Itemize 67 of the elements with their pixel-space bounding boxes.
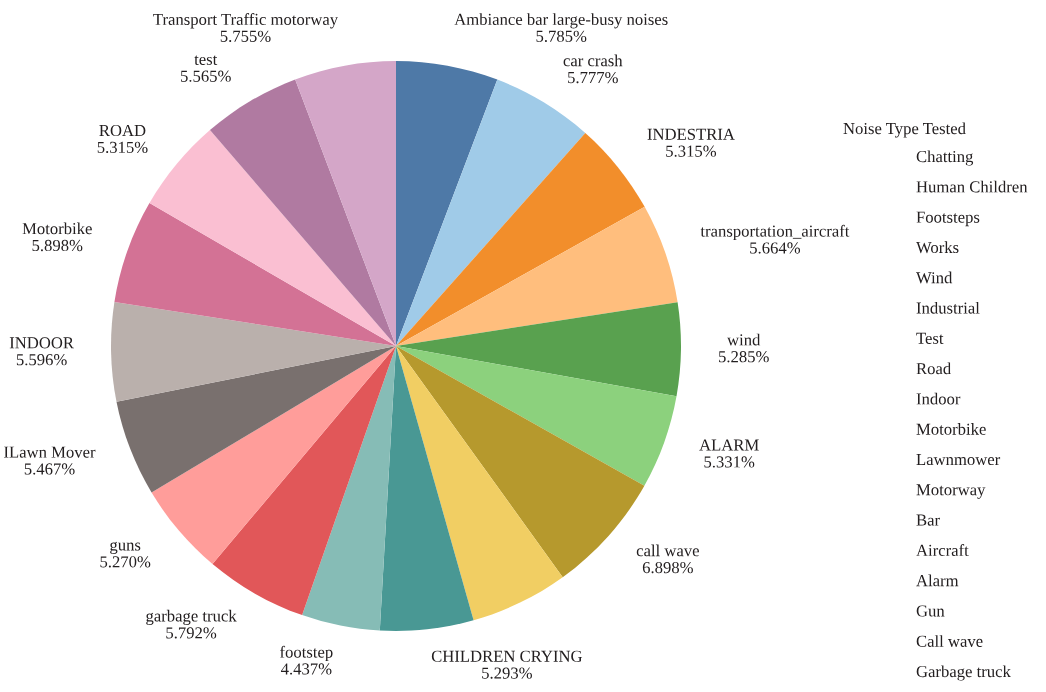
text: Human Children	[916, 180, 1028, 193]
slice-label: ALARM	[699, 439, 759, 451]
data-label: 5.315%	[666, 145, 717, 157]
text: Indoor	[916, 392, 961, 405]
text: Garbage truck	[916, 665, 1011, 681]
slice-label: CHILDREN CRYING	[431, 650, 583, 662]
text: Industrial	[916, 301, 980, 314]
pie-slice	[114, 203, 396, 346]
pie-slice	[379, 346, 474, 631]
data-label: 5.315%	[97, 141, 148, 154]
slice-label: test	[194, 55, 218, 65]
data-label: 5.293%	[482, 667, 532, 679]
slice-label: guns	[110, 541, 141, 554]
data-label: 5.285%	[719, 351, 769, 363]
slice-label: transportation_aircraft	[700, 224, 850, 241]
slice-label: garbage truck	[146, 609, 237, 626]
text: Aircraft	[916, 544, 969, 556]
pie-slice	[111, 302, 396, 402]
pie-slice	[116, 346, 396, 493]
pie-slice	[396, 132, 645, 346]
data-label: 5.565%	[181, 70, 231, 82]
slice-label: wind	[727, 333, 761, 346]
slice-label: ILawn Mover	[4, 446, 96, 458]
data-label: 5.467%	[24, 463, 75, 475]
slice-label: ROAD	[99, 124, 146, 137]
slice-label: car crash	[563, 54, 623, 67]
slice-label: Ambiance bar large-busy noises	[454, 13, 668, 29]
data-label: 5.270%	[100, 556, 151, 568]
pie-slice	[149, 130, 396, 346]
slice-label: INDOOR	[9, 337, 74, 349]
data-label: 5.785%	[536, 30, 587, 42]
slice-label: call wave	[636, 544, 699, 557]
data-label: 5.898%	[32, 239, 83, 252]
text: Road	[916, 362, 951, 375]
text: Gun	[916, 605, 945, 617]
pie-slice	[396, 206, 678, 346]
pie-slice	[295, 61, 396, 346]
data-label: 5.777%	[568, 71, 618, 84]
text: Lawnmower	[916, 454, 1001, 466]
text: Wind	[916, 271, 953, 284]
text: Footsteps	[916, 211, 980, 227]
data-label: 5.596%	[16, 354, 67, 366]
pie-slice	[396, 346, 677, 486]
slice-label: footstep	[280, 645, 333, 662]
text: Motorway	[916, 484, 986, 499]
pie-slice	[396, 346, 563, 621]
text: Works	[916, 241, 959, 254]
slice-label: INDESTRIA	[647, 128, 735, 140]
pie-slice	[151, 346, 396, 565]
data-label: 5.792%	[166, 627, 217, 639]
text: Motorbike	[916, 423, 986, 435]
data-label: 5.664%	[750, 242, 801, 254]
text: Chatting	[916, 150, 974, 166]
data-label: 6.898%	[642, 561, 693, 574]
text: Call wave	[916, 635, 983, 647]
data-label: 5.755%	[220, 30, 271, 42]
pie-slice	[396, 61, 498, 346]
slice-label: Transport Traffic motorway	[153, 13, 339, 29]
data-label: 5.331%	[704, 456, 755, 468]
pie-slice	[302, 346, 396, 631]
slice-label: Motorbike	[22, 222, 92, 235]
legend-title: Noise Type Tested	[843, 122, 966, 138]
pie-slice	[396, 302, 681, 397]
text: Bar	[916, 514, 940, 526]
data-label: 4.437%	[280, 663, 332, 675]
text: Alarm	[916, 574, 959, 587]
text: Test	[916, 332, 944, 344]
